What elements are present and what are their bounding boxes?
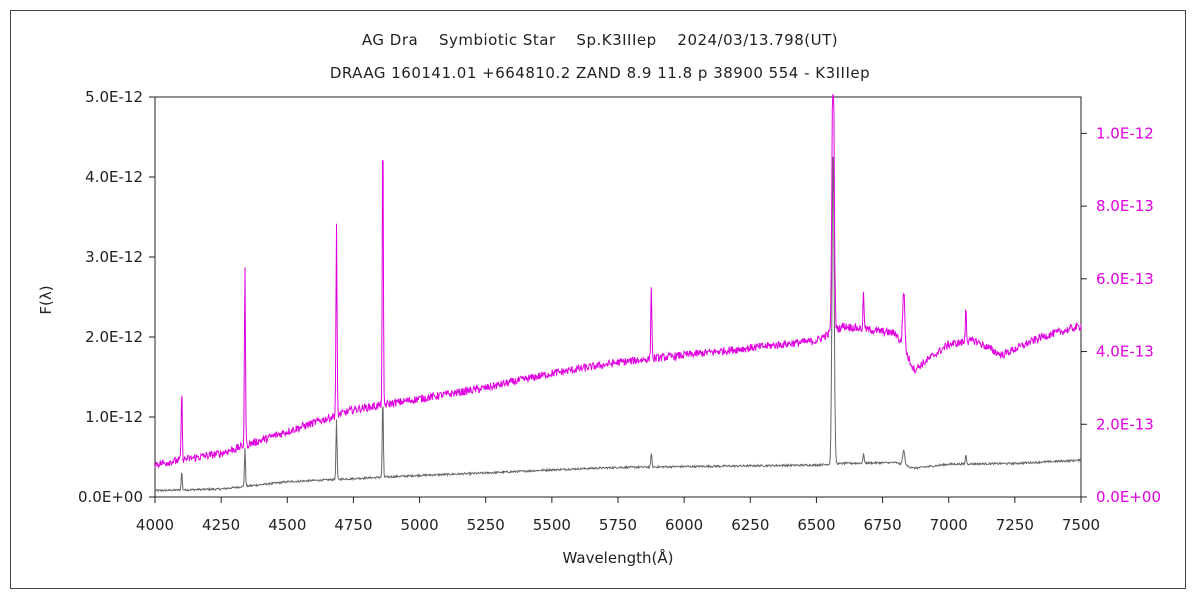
series-left-axis-line bbox=[154, 156, 1082, 493]
x-tick-label: 4000 bbox=[136, 516, 174, 534]
y-left-tick-label: 3.0E-12 bbox=[85, 248, 143, 266]
x-tick-label: 4250 bbox=[202, 516, 240, 534]
y-right-tick-label: 2.0E-13 bbox=[1096, 415, 1154, 433]
y-left-tick-label: 5.0E-12 bbox=[85, 88, 143, 106]
x-tick-label: 5500 bbox=[533, 516, 571, 534]
chart-frame bbox=[10, 10, 1186, 589]
chart-subtitle: DRAAG 160141.01 +664810.2 ZAND 8.9 11.8 … bbox=[329, 64, 871, 82]
y-left-tick-label: 4.0E-12 bbox=[85, 168, 143, 186]
x-tick-label: 5250 bbox=[467, 516, 505, 534]
y-right-tick-label: 8.0E-13 bbox=[1096, 197, 1154, 215]
x-axis-label: Wavelength(Å) bbox=[563, 548, 674, 567]
x-tick-label: 6000 bbox=[665, 516, 703, 534]
x-tick-label: 7250 bbox=[996, 516, 1034, 534]
y-right-tick-label: 6.0E-13 bbox=[1096, 270, 1154, 288]
y-left-tick-label: 2.0E-12 bbox=[85, 328, 143, 346]
x-tick-label: 6750 bbox=[863, 516, 901, 534]
x-tick-label: 5750 bbox=[599, 516, 637, 534]
y-left-tick-label: 0.0E+00 bbox=[78, 488, 143, 506]
chart-title: AG Dra Symbiotic Star Sp.K3IIIep 2024/03… bbox=[361, 31, 839, 49]
x-tick-label: 6250 bbox=[731, 516, 769, 534]
y-right-tick-label: 1.0E-12 bbox=[1096, 124, 1154, 142]
x-tick-label: 6500 bbox=[797, 516, 835, 534]
series-right-axis-line bbox=[154, 94, 1082, 469]
x-tick-label: 4500 bbox=[268, 516, 306, 534]
x-tick-label: 7000 bbox=[930, 516, 968, 534]
y-right-tick-label: 4.0E-13 bbox=[1096, 343, 1154, 361]
plot-area bbox=[154, 96, 1082, 498]
y-right-tick-label: 0.0E+00 bbox=[1096, 488, 1161, 506]
x-tick-label: 7500 bbox=[1062, 516, 1100, 534]
x-tick-label: 4750 bbox=[334, 516, 372, 534]
y-left-tick-label: 1.0E-12 bbox=[85, 408, 143, 426]
y-axis-label: F(λ) bbox=[37, 285, 55, 314]
x-tick-label: 5000 bbox=[400, 516, 438, 534]
